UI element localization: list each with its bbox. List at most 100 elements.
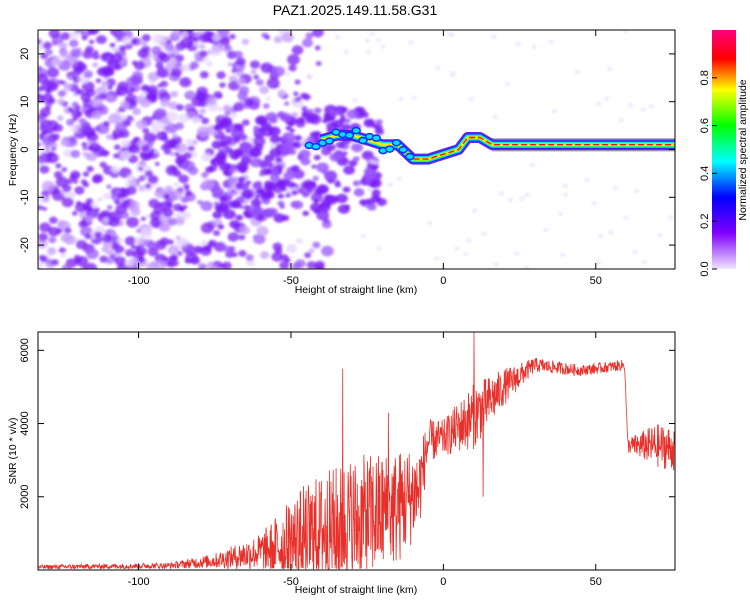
spectrogram-blob (215, 154, 227, 164)
spectrogram-blob (131, 60, 138, 66)
spectrogram-blob (167, 261, 175, 268)
spectrogram-blob (259, 172, 265, 177)
spectrogram-blob (114, 121, 127, 133)
spectrogram-blob (313, 208, 321, 214)
spectrogram-blob (306, 108, 314, 115)
spectrogram-blob (498, 191, 504, 196)
spectrogram-blob (72, 178, 79, 184)
spectrogram-blob (264, 168, 273, 175)
spectrogram-blob (273, 36, 283, 44)
spectrogram-blob (199, 71, 209, 79)
spectrogram-blob (273, 213, 286, 223)
spectrogram-blob (39, 222, 51, 233)
ridge-blob (405, 152, 415, 161)
spectrogram-blob (249, 60, 261, 69)
spectrogram-blob (321, 245, 334, 257)
spectrogram-blob (159, 53, 171, 63)
spectrogram-blob (63, 234, 77, 245)
spectrogram-blob (40, 53, 48, 60)
spectrogram-blob (198, 263, 207, 269)
spectrogram-blob (313, 198, 320, 204)
spectrogram-blob (64, 227, 72, 234)
spectrogram-blob (38, 126, 44, 131)
spectrogram-blob (313, 188, 322, 195)
spectrogram-blob (344, 118, 351, 124)
spectrogram-blob (38, 239, 48, 249)
spectrogram-blob (110, 43, 116, 48)
spectrogram-blob (107, 58, 121, 70)
y-tick-label: -10 (19, 189, 31, 205)
spectrogram-blob (46, 81, 59, 92)
spectrogram-blob (291, 200, 304, 210)
spectrogram-blob (51, 259, 59, 266)
spectrogram-blob (216, 30, 230, 38)
y-tick-label: 4000 (19, 411, 31, 435)
x-tick-label: 0 (440, 576, 446, 588)
spectrogram-blob (618, 118, 624, 123)
spectrogram-blob (163, 188, 171, 195)
spectrogram-blob (140, 40, 148, 47)
spectrogram-blob (219, 162, 232, 172)
spectrogram-blob (106, 78, 116, 87)
spectrogram-blob (154, 149, 160, 154)
spectrogram-blob (135, 119, 147, 130)
spectrogram-blob (153, 108, 168, 119)
spectrogram-blob (181, 160, 196, 172)
spectrogram-blob (98, 92, 108, 101)
spectrogram-blob (200, 240, 208, 247)
spectrogram-blob (531, 44, 537, 49)
spectrogram-blob (144, 183, 152, 189)
spectrogram-blob (168, 101, 178, 110)
spectrogram-blob (170, 67, 182, 77)
spectrogram-blob (82, 171, 90, 177)
spectrogram-blob (138, 174, 147, 182)
spectrogram-blob (166, 39, 172, 45)
spectrogram-blob (607, 67, 613, 72)
spectrogram-blob (184, 190, 193, 197)
ridge-blob (391, 139, 402, 147)
spectrogram-blob (130, 87, 136, 92)
spectrogram-blob (492, 115, 498, 120)
spectrogram-blob (99, 255, 109, 263)
spectrogram-blob (61, 197, 74, 208)
spectrogram-blob (213, 241, 227, 252)
spectrogram-blob (178, 174, 189, 184)
spectrogram-blob (88, 39, 95, 45)
spectrogram-blob (230, 133, 237, 139)
x-tick-label: 50 (590, 275, 602, 287)
spectrogram-blob (67, 107, 74, 113)
spectrogram-blob (92, 62, 99, 68)
spectrogram-blob (622, 30, 628, 34)
spectrogram-blob (147, 140, 155, 147)
spectrogram-blob (155, 62, 164, 69)
spectrogram-blob (141, 34, 151, 42)
spectrogram-blob (102, 192, 112, 200)
spectrogram-blob (292, 141, 302, 149)
spectrogram-blob (230, 164, 238, 170)
spectrogram-blob (233, 50, 243, 59)
spectrogram-blob (74, 30, 81, 34)
spectrogram-blob (341, 106, 348, 112)
spectrogram-blob (312, 175, 319, 182)
spectrogram-blob (41, 180, 55, 192)
spectrogram-blob (47, 97, 56, 105)
spectrogram-blob (43, 196, 50, 203)
spectrogram-blob (472, 208, 478, 213)
spectrogram-blob (280, 186, 287, 192)
spectrogram-y-axis-label: Frequency (Hz) (7, 114, 19, 186)
spectrogram-blob (199, 50, 208, 58)
spectrogram-blob (427, 221, 433, 226)
spectrogram-blob (277, 193, 285, 199)
spectrogram-blob (74, 202, 87, 213)
spectrogram-blob (139, 98, 151, 108)
spectrogram-blob (266, 77, 280, 89)
spectrogram-blob (215, 123, 223, 130)
spectrogram-blob (48, 30, 61, 39)
spectrogram-blob (222, 170, 230, 176)
spectrogram-blob (175, 103, 184, 111)
spectrogram-blob (259, 85, 269, 94)
spectrogram-blob (312, 241, 321, 249)
spectrogram-blob (62, 184, 72, 193)
spectrogram-blob (146, 84, 158, 94)
spectrogram-blob (468, 96, 474, 101)
